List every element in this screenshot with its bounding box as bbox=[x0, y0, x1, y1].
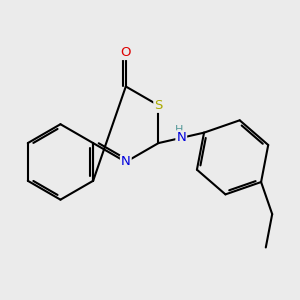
Text: N: N bbox=[121, 155, 131, 168]
Text: H: H bbox=[175, 125, 184, 135]
Text: S: S bbox=[154, 99, 163, 112]
Text: N: N bbox=[176, 131, 186, 144]
Text: O: O bbox=[121, 46, 131, 59]
